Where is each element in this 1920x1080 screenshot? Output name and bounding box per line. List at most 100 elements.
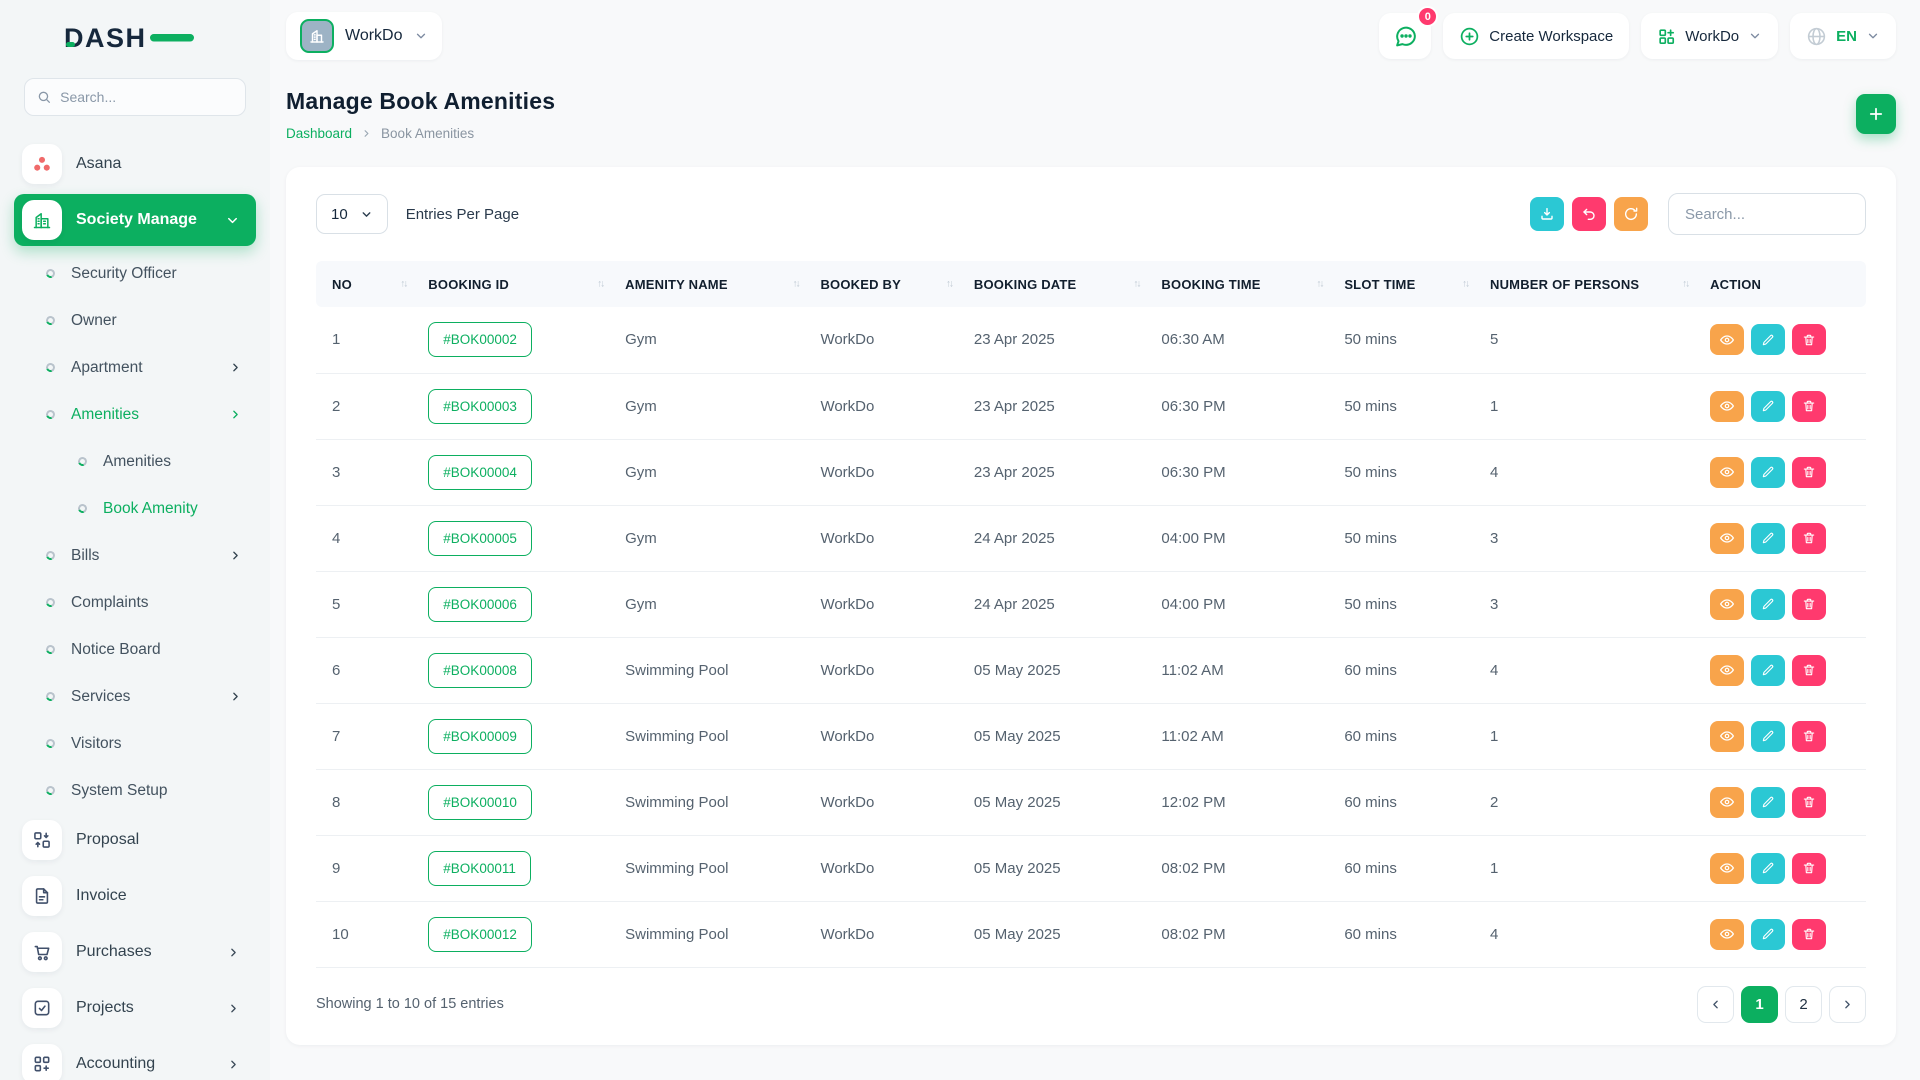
view-button[interactable]: [1710, 324, 1744, 355]
delete-button[interactable]: [1792, 391, 1826, 422]
edit-button[interactable]: [1751, 787, 1785, 818]
edit-button[interactable]: [1751, 324, 1785, 355]
booking-id-badge: #BOK00005: [428, 521, 532, 556]
messages-button[interactable]: 0: [1379, 13, 1431, 59]
column-header-slot-time[interactable]: SLOT TIME↑↓: [1334, 261, 1480, 307]
delete-button[interactable]: [1792, 853, 1826, 884]
refresh-button[interactable]: [1614, 197, 1648, 231]
language-selector-button[interactable]: EN: [1790, 13, 1896, 59]
cell-booking-time: 06:30 PM: [1161, 398, 1225, 415]
view-button[interactable]: [1710, 721, 1744, 752]
edit-button[interactable]: [1751, 721, 1785, 752]
entries-per-page-select[interactable]: 10: [316, 194, 388, 234]
page-button-1[interactable]: 1: [1741, 986, 1778, 1023]
edit-button[interactable]: [1751, 853, 1785, 884]
sidebar-item-proposal[interactable]: Proposal: [14, 814, 256, 866]
brand-logo[interactable]: DASH: [64, 20, 270, 58]
column-header-action: ACTION: [1700, 261, 1866, 307]
sidebar-item-asana[interactable]: Asana: [14, 138, 256, 190]
view-button[interactable]: [1710, 853, 1744, 884]
cell-booking-time: 12:02 PM: [1161, 794, 1225, 811]
sort-icon[interactable]: ↑↓: [1133, 279, 1139, 290]
edit-button[interactable]: [1751, 655, 1785, 686]
cell-no: 4: [332, 530, 340, 547]
view-button[interactable]: [1710, 787, 1744, 818]
delete-button[interactable]: [1792, 919, 1826, 950]
table-search-input[interactable]: [1668, 193, 1866, 235]
reset-button[interactable]: [1572, 197, 1606, 231]
view-button[interactable]: [1710, 589, 1744, 620]
create-workspace-button[interactable]: Create Workspace: [1443, 13, 1629, 59]
edit-button[interactable]: [1751, 457, 1785, 488]
sort-icon[interactable]: ↑↓: [1682, 279, 1688, 290]
booking-id-badge: #BOK00011: [428, 851, 531, 886]
sort-icon[interactable]: ↑↓: [400, 279, 406, 290]
column-header-booked-by[interactable]: BOOKED BY↑↓: [810, 261, 963, 307]
current-workspace-button[interactable]: WorkDo: [286, 12, 442, 60]
view-button[interactable]: [1710, 655, 1744, 686]
sidebar-item-system-setup[interactable]: System Setup: [0, 767, 270, 814]
view-button[interactable]: [1710, 919, 1744, 950]
delete-button[interactable]: [1792, 655, 1826, 686]
column-header-no[interactable]: NO↑↓: [316, 261, 418, 307]
sidebar-item-complaints[interactable]: Complaints: [0, 579, 270, 626]
sidebar-item-purchases[interactable]: Purchases: [14, 926, 256, 978]
edit-button[interactable]: [1751, 919, 1785, 950]
column-header-booking-time[interactable]: BOOKING TIME↑↓: [1151, 261, 1334, 307]
sidebar-item-book-amenity[interactable]: Book Amenity: [0, 485, 270, 532]
sidebar-item-society-manage[interactable]: Society Manage: [14, 194, 256, 246]
view-button[interactable]: [1710, 391, 1744, 422]
delete-button[interactable]: [1792, 324, 1826, 355]
sidebar-item-visitors[interactable]: Visitors: [0, 720, 270, 767]
sidebar-item-apartment[interactable]: Apartment: [0, 344, 270, 391]
column-header-booking-id[interactable]: BOOKING ID↑↓: [418, 261, 615, 307]
workspace-switcher-button[interactable]: WorkDo: [1641, 13, 1778, 59]
trash-icon: [1802, 861, 1816, 875]
edit-button[interactable]: [1751, 589, 1785, 620]
add-booking-button[interactable]: [1856, 94, 1896, 134]
sidebar-item-amenities[interactable]: Amenities: [0, 391, 270, 438]
topbar: WorkDo 0 Create Workspace: [286, 12, 1896, 60]
sidebar-item-bills[interactable]: Bills: [0, 532, 270, 579]
breadcrumb-dashboard-link[interactable]: Dashboard: [286, 126, 352, 141]
page-title: Manage Book Amenities: [286, 88, 555, 115]
sidebar-item-accounting[interactable]: Accounting: [14, 1038, 256, 1080]
sort-icon[interactable]: ↑↓: [946, 279, 952, 290]
page-header: Manage Book Amenities Dashboard Book Ame…: [286, 88, 1896, 141]
sort-icon[interactable]: ↑↓: [1316, 279, 1322, 290]
sidebar-item-security-officer[interactable]: Security Officer: [0, 250, 270, 297]
sort-icon[interactable]: ↑↓: [597, 279, 603, 290]
edit-button[interactable]: [1751, 391, 1785, 422]
sidebar-item-amenities-list[interactable]: Amenities: [0, 438, 270, 485]
delete-button[interactable]: [1792, 523, 1826, 554]
sidebar-item-owner[interactable]: Owner: [0, 297, 270, 344]
column-header-number-of-persons[interactable]: NUMBER OF PERSONS↑↓: [1480, 261, 1700, 307]
next-page-button[interactable]: [1829, 986, 1866, 1023]
sort-icon[interactable]: ↑↓: [792, 279, 798, 290]
main-content: WorkDo 0 Create Workspace: [270, 0, 1920, 1080]
cell-amenity-name: Gym: [625, 398, 657, 415]
sidebar-item-services[interactable]: Services: [0, 673, 270, 720]
page-button-2[interactable]: 2: [1785, 986, 1822, 1023]
edit-button[interactable]: [1751, 523, 1785, 554]
delete-button[interactable]: [1792, 457, 1826, 488]
sidebar-item-notice-board[interactable]: Notice Board: [0, 626, 270, 673]
delete-button[interactable]: [1792, 787, 1826, 818]
column-header-amenity-name[interactable]: AMENITY NAME↑↓: [615, 261, 810, 307]
cell-number-of-persons: 3: [1490, 596, 1498, 613]
sidebar-item-invoice[interactable]: Invoice: [14, 870, 256, 922]
workspace-logo-icon: [300, 19, 334, 53]
previous-page-button[interactable]: [1697, 986, 1734, 1023]
check-square-icon: [22, 988, 62, 1028]
view-button[interactable]: [1710, 457, 1744, 488]
cell-no: 5: [332, 596, 340, 613]
sort-icon[interactable]: ↑↓: [1462, 279, 1468, 290]
cell-booking-time: 11:02 AM: [1161, 728, 1223, 745]
delete-button[interactable]: [1792, 721, 1826, 752]
sidebar-item-projects[interactable]: Projects: [14, 982, 256, 1034]
delete-button[interactable]: [1792, 589, 1826, 620]
view-button[interactable]: [1710, 523, 1744, 554]
export-button[interactable]: [1530, 197, 1564, 231]
sidebar-search-input[interactable]: [60, 89, 233, 105]
column-header-booking-date[interactable]: BOOKING DATE↑↓: [964, 261, 1152, 307]
